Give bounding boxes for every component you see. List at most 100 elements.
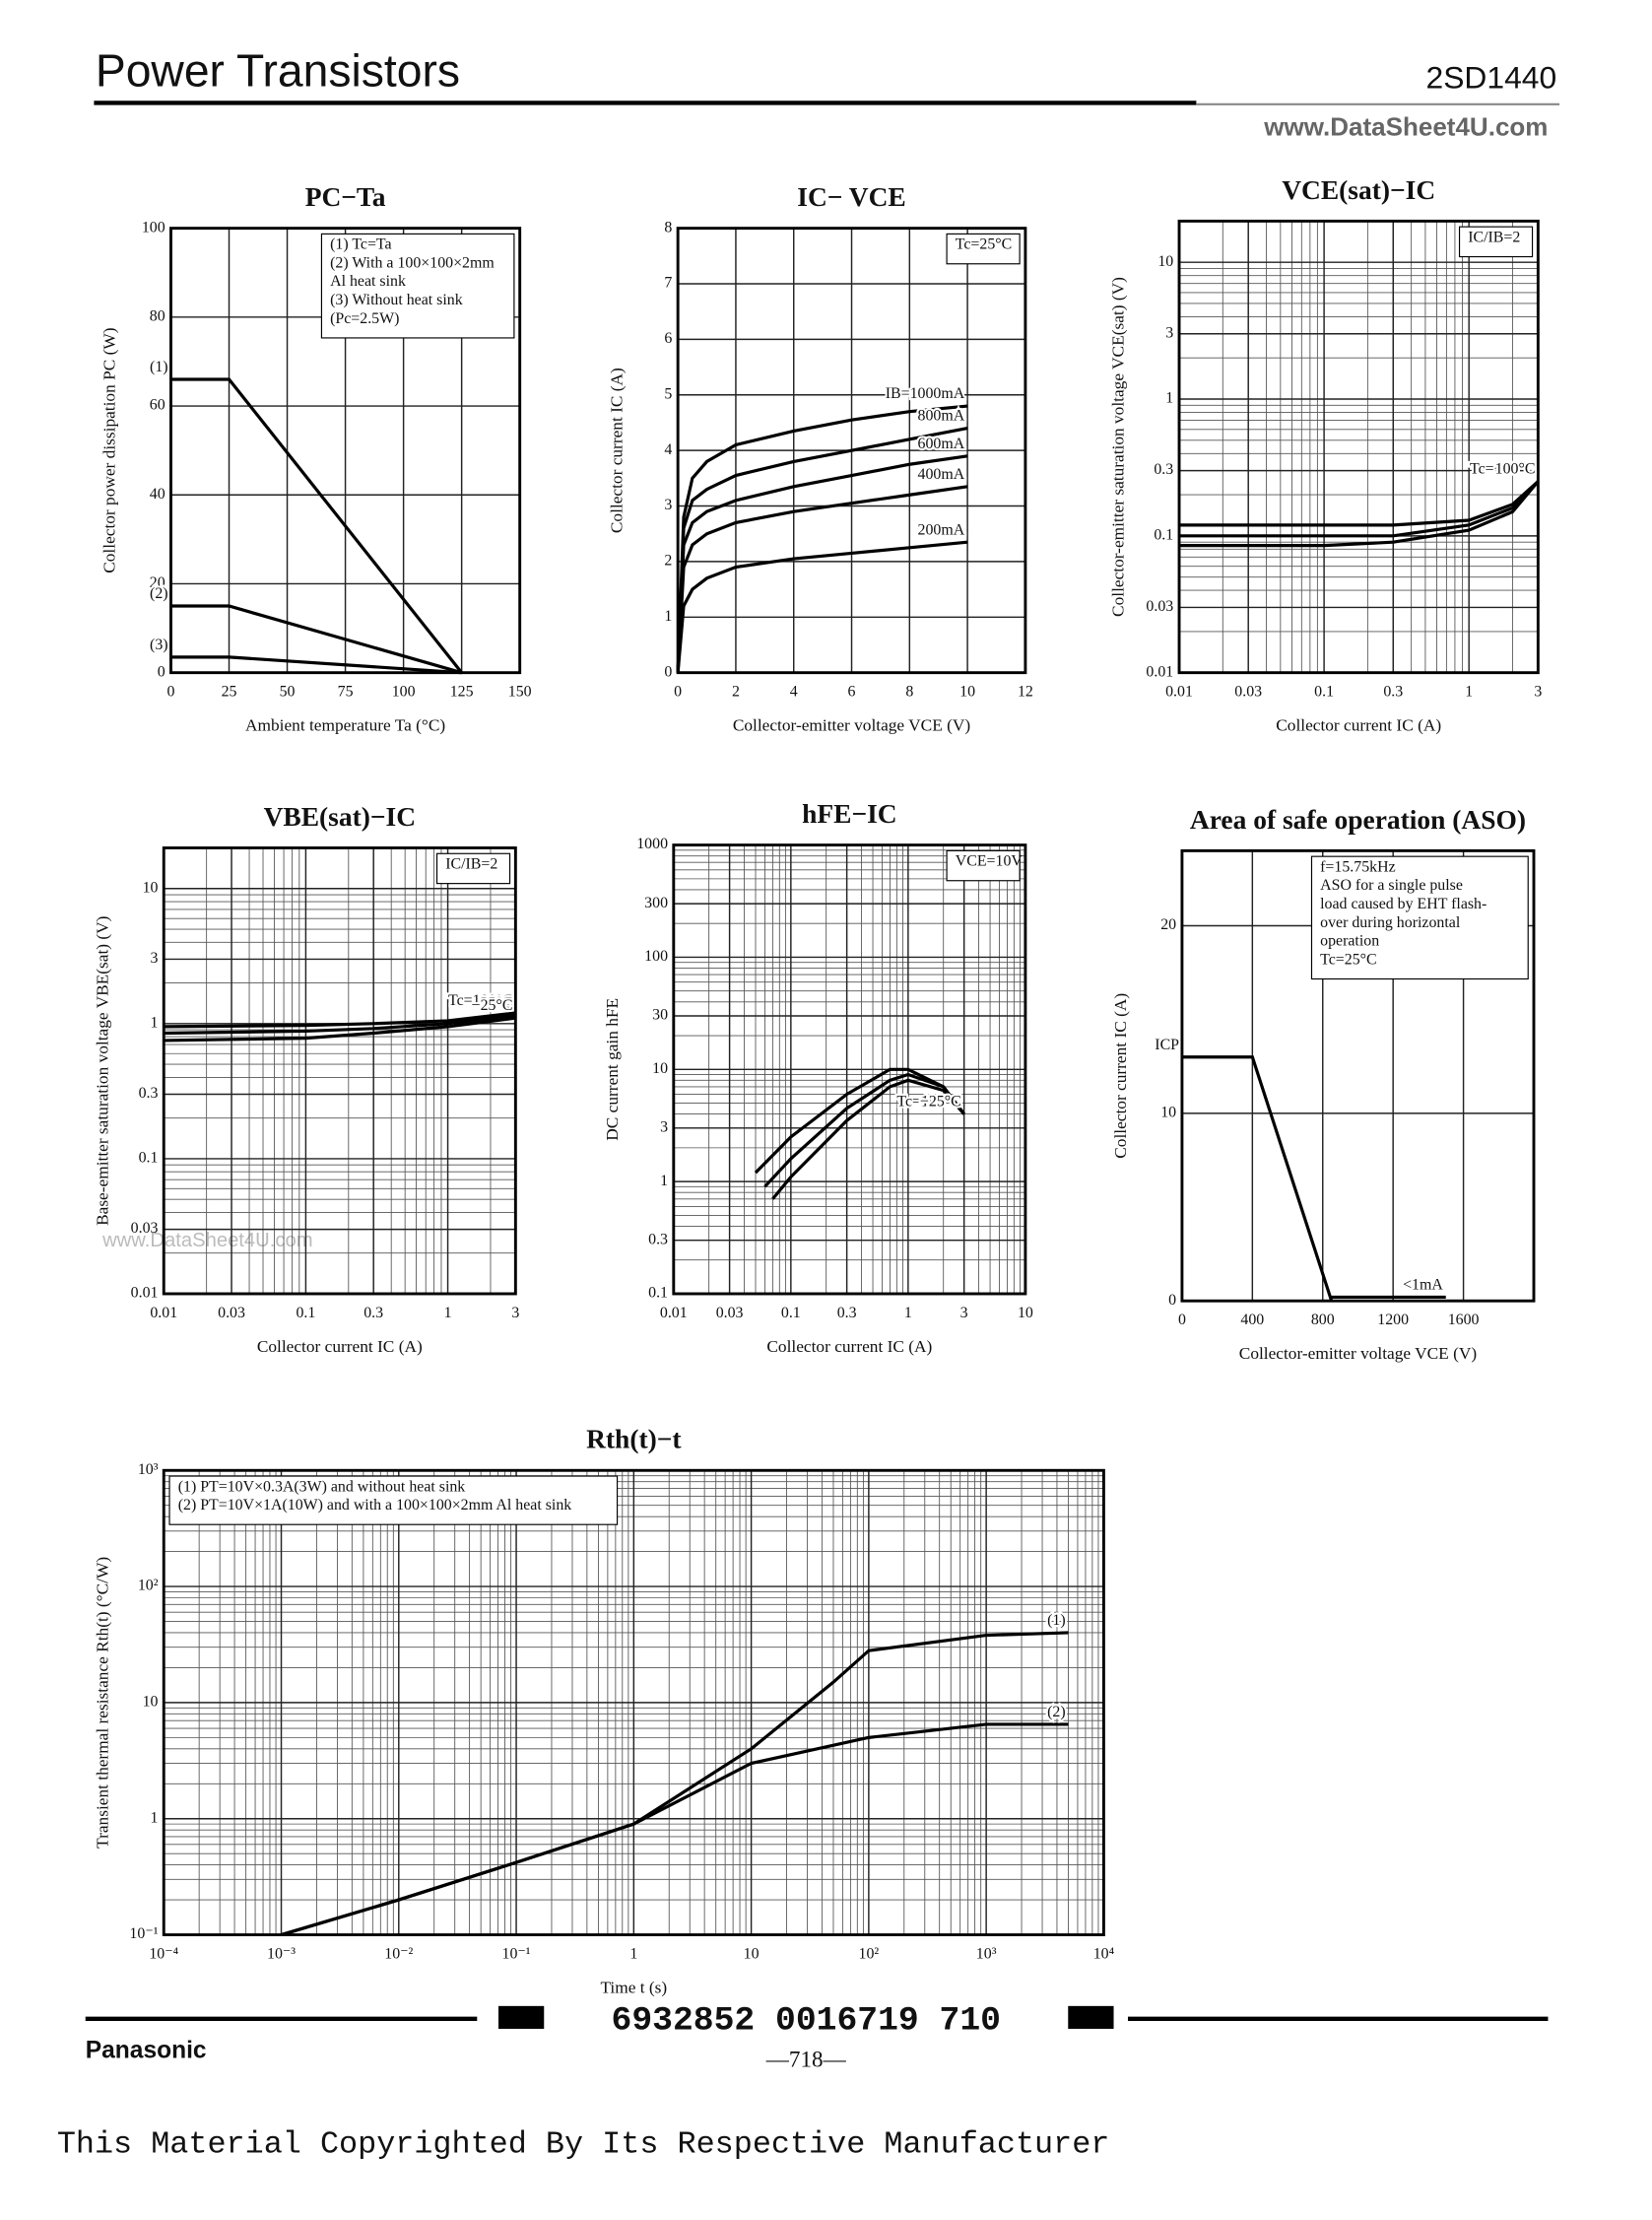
plot-frame — [1180, 848, 1536, 1303]
y-axis-label: Collector current IC (A) — [1111, 993, 1130, 1159]
y-tick-label: 1000 — [636, 836, 668, 852]
x-tick-label: 10⁻¹ — [502, 1945, 531, 1962]
annotation: IC/IB=2 — [445, 855, 497, 872]
series-label: 25°C — [929, 1094, 961, 1110]
series-line — [676, 540, 968, 673]
y-tick-label: 5 — [664, 385, 672, 402]
x-tick-label: 0.3 — [1383, 684, 1403, 701]
x-tick-label: 50 — [280, 684, 296, 701]
series-label: 100°C — [1495, 461, 1536, 478]
x-tick-label: 1600 — [1448, 1312, 1480, 1328]
x-tick-label: 10⁻⁴ — [149, 1945, 178, 1962]
y-tick-label: 0.3 — [1154, 461, 1173, 478]
x-tick-label: 400 — [1240, 1312, 1264, 1328]
watermark: www.DataSheet4U.com — [101, 1230, 313, 1251]
y-tick-label: 20 — [150, 574, 165, 591]
y-tick-label: 0.3 — [139, 1085, 159, 1102]
brand: Panasonic — [86, 2038, 207, 2064]
y-tick-label: 2 — [664, 553, 672, 570]
x-tick-label: 3 — [511, 1305, 519, 1321]
series-line — [676, 404, 968, 673]
series-label: −25°C — [472, 997, 513, 1014]
y-tick-label: 20 — [1160, 916, 1176, 933]
x-tick-label: 1 — [1465, 684, 1473, 701]
series-label: Tc=−25°C — [1470, 461, 1535, 478]
series-label: 25°C — [481, 995, 513, 1012]
x-tick-label: 10 — [1018, 1305, 1033, 1321]
series-line — [771, 1078, 965, 1200]
y-tick-label: 0.03 — [131, 1220, 159, 1237]
series-line — [164, 1011, 516, 1029]
y-tick-label: 3 — [664, 497, 672, 513]
annotation: IC/IB=2 — [1468, 229, 1520, 245]
y-tick-label: 100 — [142, 219, 165, 235]
series-label: (2) — [150, 585, 168, 602]
series-line — [170, 655, 462, 675]
x-tick-label: 12 — [1018, 684, 1033, 701]
x-tick-label: 100 — [392, 684, 416, 701]
y-tick-label: 10³ — [138, 1461, 159, 1478]
legend-box — [1310, 855, 1529, 980]
y-tick-label: 10⁻¹ — [129, 1925, 158, 1942]
annotation: Tc=25°C — [956, 236, 1012, 253]
copyright: This Material Copyrighted By Its Respect… — [57, 2126, 1110, 2162]
x-tick-label: 2 — [732, 684, 740, 701]
y-tick-label: 0.1 — [1154, 526, 1173, 543]
annotation: (2) PT=10V×1A(10W) and with a 100×100×2m… — [178, 1497, 572, 1514]
x-tick-label: 0 — [674, 684, 682, 701]
series-label: Tc=100°C — [896, 1094, 960, 1110]
y-tick-label: 60 — [150, 397, 165, 414]
annotation: operation — [1320, 933, 1379, 950]
series-line — [1179, 480, 1540, 527]
series-label: (2) — [1047, 1704, 1066, 1720]
y-axis-label: Collector-emitter saturation voltage VCE… — [1108, 277, 1127, 617]
x-tick-label: 0.3 — [837, 1305, 857, 1321]
x-tick-label: 150 — [508, 684, 532, 701]
x-tick-label: 3 — [1534, 684, 1542, 701]
x-axis-label: Time t (s) — [600, 1978, 667, 1996]
plot-frame — [162, 846, 517, 1296]
annotation: (2) With a 100×100×2mm — [330, 254, 495, 271]
legend-box — [435, 852, 511, 885]
x-tick-label: 0.01 — [150, 1305, 177, 1321]
x-axis-label: Collector current IC (A) — [257, 1337, 423, 1356]
annotation: VCE=10V — [956, 853, 1024, 870]
y-axis-label: Collector power dissipation PC (W) — [100, 327, 119, 573]
y-tick-label: 3 — [151, 950, 159, 967]
series-label: 800mA — [918, 408, 965, 425]
y-tick-label: 1 — [151, 1014, 159, 1031]
x-tick-label: 8 — [905, 684, 913, 701]
series-line — [763, 1072, 965, 1188]
barcode-block — [497, 2005, 545, 2029]
y-tick-label: 10 — [143, 1694, 159, 1711]
y-tick-label: 4 — [664, 441, 672, 458]
x-tick-label: 25 — [222, 684, 237, 701]
y-tick-label: 0.01 — [131, 1285, 159, 1302]
series-label: (1) — [1047, 1612, 1066, 1629]
x-tick-label: 800 — [1311, 1312, 1335, 1328]
annotation: Al heat sink — [330, 273, 406, 290]
page-number: —718— — [765, 2048, 847, 2073]
series-line — [1179, 480, 1540, 538]
x-tick-label: 1 — [444, 1305, 452, 1321]
series-line — [281, 1722, 1069, 1937]
y-tick-label: 0.1 — [139, 1150, 159, 1167]
series-label: IB=1000mA — [886, 385, 965, 402]
x-tick-label: 6 — [848, 684, 856, 701]
series-line — [676, 485, 968, 673]
chart-title: Rth(t)−t — [586, 1425, 682, 1454]
plot-frame — [169, 227, 522, 675]
chart-title: Area of safe operation (ASO) — [1190, 805, 1526, 835]
plot-frame — [162, 1468, 1105, 1936]
x-tick-label: 1 — [629, 1945, 637, 1962]
series-label: 200mA — [918, 521, 965, 538]
plot-frame — [672, 843, 1027, 1296]
y-tick-label: 100 — [644, 948, 668, 965]
y-tick-label: 1 — [664, 608, 672, 625]
x-tick-label: 0.1 — [1314, 684, 1334, 701]
y-tick-label: 1 — [660, 1173, 668, 1189]
series-line — [164, 1013, 516, 1036]
annotation: Tc=25°C — [1320, 951, 1376, 968]
